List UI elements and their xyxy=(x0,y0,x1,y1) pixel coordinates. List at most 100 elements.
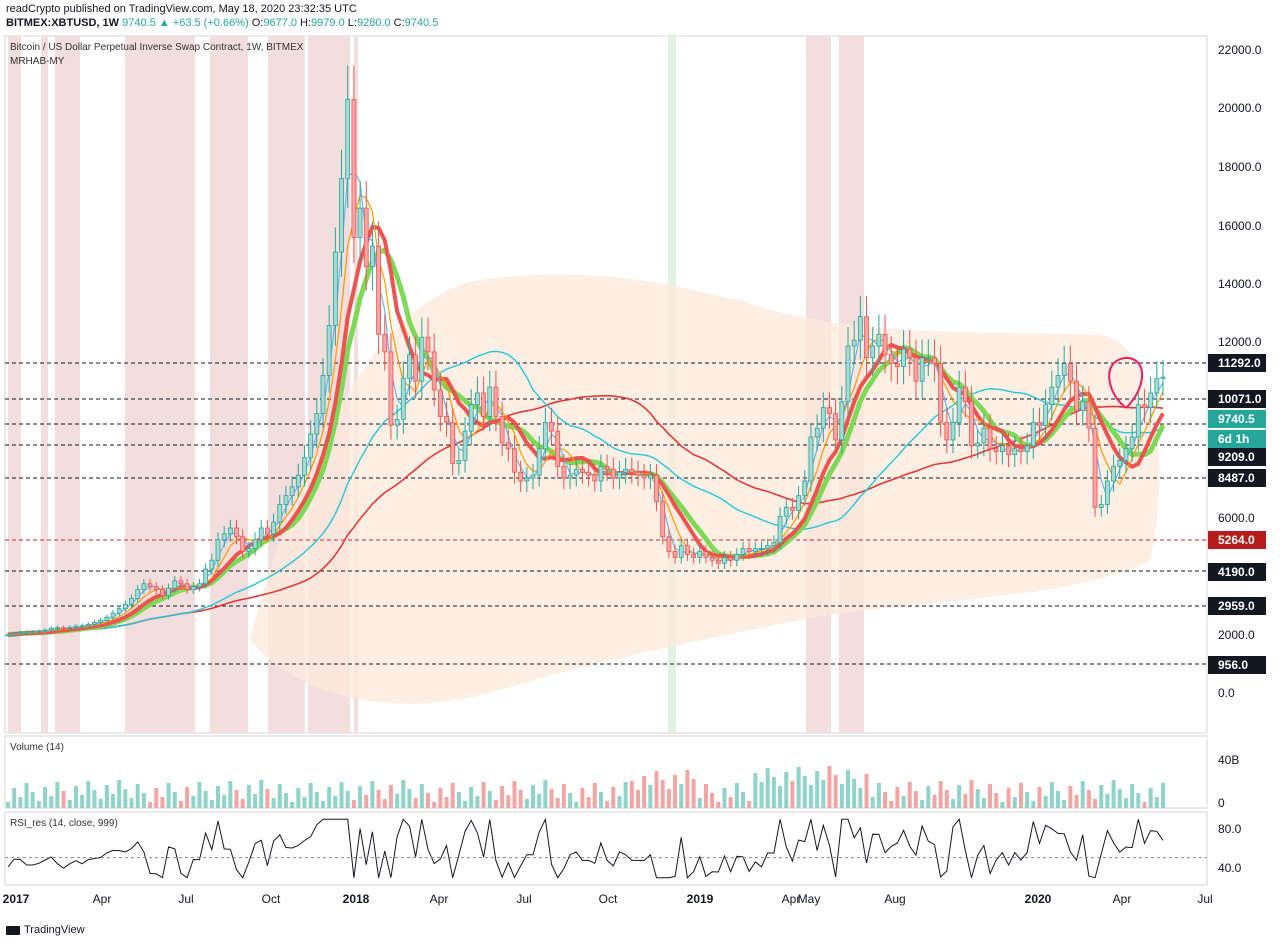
candle-body-22 xyxy=(141,583,147,591)
volume-bar-38 xyxy=(240,799,245,808)
volume-bar-141 xyxy=(876,783,881,808)
shade-band-1 xyxy=(41,36,48,733)
volume-bar-69 xyxy=(432,802,437,808)
candle-body-11 xyxy=(73,625,79,628)
volume-bar-42 xyxy=(265,789,270,808)
price-tick-label-8: 0.0 xyxy=(1218,686,1235,700)
volume-bar-66 xyxy=(413,798,418,808)
candle-body-86 xyxy=(536,448,542,476)
level-tag-label-7: 4190.0 xyxy=(1218,565,1255,579)
level-tag-bg-6 xyxy=(1208,531,1266,549)
volume-tick-label-1: 0 xyxy=(1218,796,1225,810)
chart-title: Bitcoin / US Dollar Perpetual Inverse Sw… xyxy=(10,42,304,53)
time-tick-label-12: 2020 xyxy=(1025,892,1052,906)
tradingview-footer[interactable]: TradingView xyxy=(6,924,85,936)
volume-bar-166 xyxy=(1031,801,1036,808)
candle-body-54 xyxy=(339,178,344,253)
candle-body-31 xyxy=(197,583,202,588)
level-tag-bg-9 xyxy=(1208,656,1266,674)
candle-body-4 xyxy=(30,631,36,634)
shade-band-2 xyxy=(55,36,80,733)
candle-body-154 xyxy=(956,386,962,423)
candle-body-113 xyxy=(703,551,709,558)
volume-bar-175 xyxy=(1086,790,1091,808)
candle-body-106 xyxy=(660,501,666,538)
candle-body-147 xyxy=(913,357,919,382)
sma-red-line xyxy=(7,394,1164,636)
time-tick-label-2: Jul xyxy=(178,892,193,906)
volume-bar-150 xyxy=(932,795,937,808)
candle-body-3 xyxy=(24,631,29,634)
candle-body-140 xyxy=(870,345,876,359)
volume-bar-125 xyxy=(778,786,783,808)
volume-bar-119 xyxy=(741,792,745,808)
volume-bar-56 xyxy=(351,800,356,808)
candle-body-27 xyxy=(172,580,178,589)
volume-bar-65 xyxy=(407,789,412,808)
candle-body-2 xyxy=(17,632,23,635)
volume-bar-145 xyxy=(901,796,906,808)
volume-bar-148 xyxy=(920,800,925,808)
time-tick-label-0: 2017 xyxy=(3,892,30,906)
candle-body-41 xyxy=(258,527,264,541)
volume-bar-30 xyxy=(191,796,196,808)
candle-body-134 xyxy=(833,413,839,441)
candle-body-17 xyxy=(110,612,116,618)
candle-body-66 xyxy=(413,354,419,382)
volume-bar-103 xyxy=(642,776,647,808)
candle-body-165 xyxy=(1024,445,1030,453)
candle-body-169 xyxy=(1049,386,1055,406)
candle-body-185 xyxy=(1148,392,1154,409)
open-value: 9677.0 xyxy=(263,17,297,29)
candle-body-127 xyxy=(790,507,795,511)
level-tag-bg-4 xyxy=(1208,448,1266,466)
candle-body-1 xyxy=(11,633,17,636)
candle-body-139 xyxy=(864,316,869,359)
volume-bar-44 xyxy=(277,784,282,808)
level-tag-bg-7 xyxy=(1208,563,1266,581)
candle-body-148 xyxy=(919,357,925,382)
candle-body-151 xyxy=(938,363,944,423)
level-tag-label-6: 5264.0 xyxy=(1218,533,1255,547)
candle-body-15 xyxy=(98,620,104,623)
candle-body-135 xyxy=(839,401,845,441)
volume-bar-50 xyxy=(314,792,319,808)
volume-bar-159 xyxy=(988,784,993,808)
candle-body-42 xyxy=(265,527,270,535)
candle-body-181 xyxy=(1123,448,1129,461)
candle-body-37 xyxy=(234,527,239,538)
volume-bar-6 xyxy=(43,787,48,808)
volume-bar-160 xyxy=(994,793,999,808)
candle-body-28 xyxy=(178,580,184,585)
volume-bar-107 xyxy=(666,789,671,808)
volume-bar-132 xyxy=(821,780,826,808)
candle-body-55 xyxy=(345,99,351,180)
volume-bar-123 xyxy=(765,768,770,808)
price-chart[interactable]: 22000.0 20000.0 18000.0 16000.0 14000.0 12000… xyxy=(0,0,1280,920)
candle-body-33 xyxy=(209,559,215,570)
candle-body-44 xyxy=(277,504,283,523)
candle-body-101 xyxy=(629,468,635,473)
volume-bar-62 xyxy=(388,785,393,808)
candle-body-46 xyxy=(289,486,295,497)
candle-body-49 xyxy=(308,433,314,458)
shade-band-4 xyxy=(210,36,248,733)
candle-body-7 xyxy=(48,627,54,631)
volume-bar-178 xyxy=(1105,794,1110,808)
volume-bar-60 xyxy=(376,790,381,808)
price-tick-label-1: 20000.0 xyxy=(1218,101,1262,115)
volume-bar-144 xyxy=(895,787,900,808)
volume-bar-96 xyxy=(598,792,603,808)
candle-body-65 xyxy=(407,354,412,379)
candle-body-152 xyxy=(944,421,950,441)
level-tag-bg-3 xyxy=(1208,430,1266,448)
volume-bar-124 xyxy=(771,777,776,808)
volume-bar-112 xyxy=(697,798,702,808)
volume-bar-174 xyxy=(1080,781,1085,808)
time-tick-label-11: Aug xyxy=(884,892,905,906)
volume-bar-51 xyxy=(321,801,325,808)
volume-bar-26 xyxy=(166,783,171,808)
low-value: 9280.0 xyxy=(356,17,391,29)
candle-body-170 xyxy=(1055,374,1061,388)
candle-body-108 xyxy=(672,551,678,558)
